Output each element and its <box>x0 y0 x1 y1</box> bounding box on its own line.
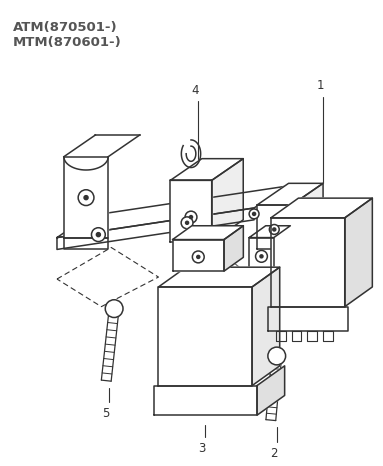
Circle shape <box>249 209 259 219</box>
Polygon shape <box>159 287 252 385</box>
Polygon shape <box>159 267 280 287</box>
Polygon shape <box>249 238 274 275</box>
Polygon shape <box>64 238 108 249</box>
Text: 4: 4 <box>191 83 199 96</box>
Polygon shape <box>172 240 224 271</box>
Circle shape <box>253 212 255 215</box>
Polygon shape <box>212 158 243 241</box>
Polygon shape <box>345 198 372 307</box>
Circle shape <box>78 190 94 206</box>
Polygon shape <box>291 331 301 341</box>
Circle shape <box>185 211 197 223</box>
Circle shape <box>97 233 100 237</box>
Polygon shape <box>257 205 291 249</box>
Circle shape <box>92 228 105 241</box>
Polygon shape <box>291 183 323 249</box>
Text: 1: 1 <box>316 79 324 92</box>
Polygon shape <box>271 218 345 307</box>
Polygon shape <box>271 198 372 218</box>
Text: ATM(870501-): ATM(870501-) <box>13 21 117 34</box>
Text: 5: 5 <box>103 407 110 420</box>
Circle shape <box>181 217 193 229</box>
Text: MTM(870601-): MTM(870601-) <box>13 36 121 49</box>
Circle shape <box>260 255 263 258</box>
Polygon shape <box>57 208 254 249</box>
Circle shape <box>192 251 204 263</box>
Circle shape <box>268 347 286 365</box>
Polygon shape <box>257 366 285 415</box>
Polygon shape <box>323 331 333 341</box>
Polygon shape <box>154 385 257 415</box>
Circle shape <box>190 216 193 219</box>
Polygon shape <box>172 226 243 240</box>
Polygon shape <box>276 331 286 341</box>
Polygon shape <box>252 267 280 385</box>
Polygon shape <box>64 157 108 238</box>
Polygon shape <box>249 226 290 238</box>
Circle shape <box>186 221 188 224</box>
Circle shape <box>273 228 276 231</box>
Circle shape <box>197 255 200 259</box>
Circle shape <box>84 196 88 199</box>
Polygon shape <box>170 158 243 180</box>
Polygon shape <box>268 307 348 331</box>
Circle shape <box>255 250 267 262</box>
Polygon shape <box>170 180 212 241</box>
Polygon shape <box>57 186 286 238</box>
Text: 2: 2 <box>270 447 278 460</box>
Circle shape <box>269 225 279 234</box>
Polygon shape <box>257 183 323 205</box>
Text: 3: 3 <box>198 442 206 455</box>
Polygon shape <box>224 226 243 271</box>
Polygon shape <box>307 331 317 341</box>
Circle shape <box>105 300 123 317</box>
